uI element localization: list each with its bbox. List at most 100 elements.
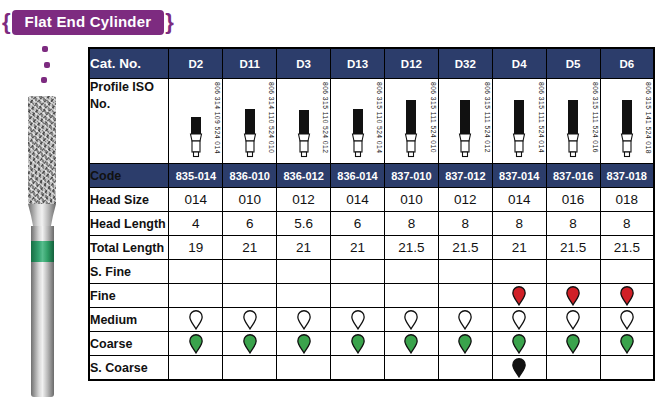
row-head-length: Head Length465.6688888 <box>89 212 654 236</box>
head-size-d32: 012 <box>438 188 492 212</box>
section-badge: { Flat End Cylinder } <box>2 10 174 35</box>
badge-right-flourish: } <box>165 11 174 33</box>
white-drop-icon <box>350 310 366 330</box>
code-d6: 837-018 <box>600 164 654 188</box>
bur-profile-icon <box>242 109 258 158</box>
code-d13: 836-014 <box>331 164 385 188</box>
head-size-d2: 014 <box>169 188 223 212</box>
total-length-d11: 21 <box>223 236 277 260</box>
coarse-d2 <box>169 332 223 356</box>
head-length-d6: 8 <box>600 212 654 236</box>
fine-d32 <box>438 284 492 308</box>
section-title: Flat End Cylinder <box>12 10 165 35</box>
catalog-table: Cat. No.D2D11D3D13D12D32D4D5D6 Profile I… <box>88 47 655 381</box>
s-fine-d32 <box>438 260 492 284</box>
head-length-d4: 8 <box>492 212 546 236</box>
column-header-d11: D11 <box>223 48 277 79</box>
s-fine-d12 <box>384 260 438 284</box>
s-fine-d2 <box>169 260 223 284</box>
profile-d5: 806 315 111 524 016 <box>546 79 600 164</box>
total-length-d13: 21 <box>331 236 385 260</box>
total-length-d32: 21.5 <box>438 236 492 260</box>
iso-number: 806 315 110 524 014 <box>376 82 383 153</box>
coarse-d5 <box>546 332 600 356</box>
coarse-d6 <box>600 332 654 356</box>
s-coarse-d4 <box>492 356 546 381</box>
fine-d13 <box>331 284 385 308</box>
code-d32: 837-012 <box>438 164 492 188</box>
head-length-d32: 8 <box>438 212 492 236</box>
bur-profile-icon <box>296 110 312 158</box>
bur-neck <box>28 204 56 226</box>
row-label-fine: Fine <box>89 284 169 308</box>
head-length-d11: 6 <box>223 212 277 236</box>
total-length-d4: 21 <box>492 236 546 260</box>
total-length-d2: 19 <box>169 236 223 260</box>
green-drop-icon <box>188 334 204 354</box>
white-drop-icon <box>619 310 635 330</box>
s-fine-d5 <box>546 260 600 284</box>
total-length-d5: 21.5 <box>546 236 600 260</box>
total-length-d6: 21.5 <box>600 236 654 260</box>
bur-profile-icon <box>565 100 581 158</box>
head-length-d13: 6 <box>331 212 385 236</box>
row-head-size: Head Size014010012014010012014016018 <box>89 188 654 212</box>
medium-d3 <box>277 308 331 332</box>
bur-shank <box>31 226 54 241</box>
black-drop-icon <box>511 358 527 378</box>
s-fine-d13 <box>331 260 385 284</box>
bur-profile-icon <box>350 109 366 158</box>
coarse-d3 <box>277 332 331 356</box>
code-d5: 837-016 <box>546 164 600 188</box>
head-length-d12: 8 <box>384 212 438 236</box>
red-drop-icon <box>619 286 635 306</box>
s-fine-d11 <box>223 260 277 284</box>
coarse-d32 <box>438 332 492 356</box>
head-size-d6: 018 <box>600 188 654 212</box>
profile-d13: 806 315 110 524 014 <box>331 79 385 164</box>
column-header-d13: D13 <box>331 48 385 79</box>
head-size-d3: 012 <box>277 188 331 212</box>
fine-d12 <box>384 284 438 308</box>
code-d3: 836-012 <box>277 164 331 188</box>
row-s-fine: S. Fine <box>89 260 654 284</box>
s-coarse-d6 <box>600 356 654 381</box>
s-coarse-d13 <box>331 356 385 381</box>
profile-d12: 806 315 111 524 010 <box>384 79 438 164</box>
bur-profile-icon <box>511 100 527 158</box>
head-size-d4: 014 <box>492 188 546 212</box>
red-drop-icon <box>511 286 527 306</box>
code-d4: 837-014 <box>492 164 546 188</box>
green-drop-icon <box>296 334 312 354</box>
row-code: Code835-014836-010836-012836-014837-0108… <box>89 164 654 188</box>
head-length-d2: 4 <box>169 212 223 236</box>
iso-number: 806 315 111 524 010 <box>430 82 437 153</box>
profile-row: Profile ISO No. 806 314 109 524 014 806 … <box>89 79 654 164</box>
s-coarse-d12 <box>384 356 438 381</box>
head-size-d13: 014 <box>331 188 385 212</box>
iso-number: 806 315 111 524 012 <box>484 82 491 153</box>
s-fine-d3 <box>277 260 331 284</box>
bur-grit-band <box>31 241 54 262</box>
coarse-d11 <box>223 332 277 356</box>
s-coarse-d11 <box>223 356 277 381</box>
diamond-bur-photo <box>27 96 57 397</box>
head-length-d5: 8 <box>546 212 600 236</box>
row-coarse: Coarse <box>89 332 654 356</box>
code-d11: 836-010 <box>223 164 277 188</box>
total-length-d3: 21 <box>277 236 331 260</box>
fine-d5 <box>546 284 600 308</box>
bur-profile-icon <box>188 117 204 158</box>
bur-profile-icon <box>403 100 419 158</box>
code-d12: 837-010 <box>384 164 438 188</box>
white-drop-icon <box>403 310 419 330</box>
head-size-d5: 016 <box>546 188 600 212</box>
head-size-d12: 010 <box>384 188 438 212</box>
bur-diamond-head <box>28 96 56 204</box>
medium-d4 <box>492 308 546 332</box>
coarse-d4 <box>492 332 546 356</box>
column-header-d5: D5 <box>546 48 600 79</box>
green-drop-icon <box>619 334 635 354</box>
column-header-d6: D6 <box>600 48 654 79</box>
green-drop-icon <box>457 334 473 354</box>
